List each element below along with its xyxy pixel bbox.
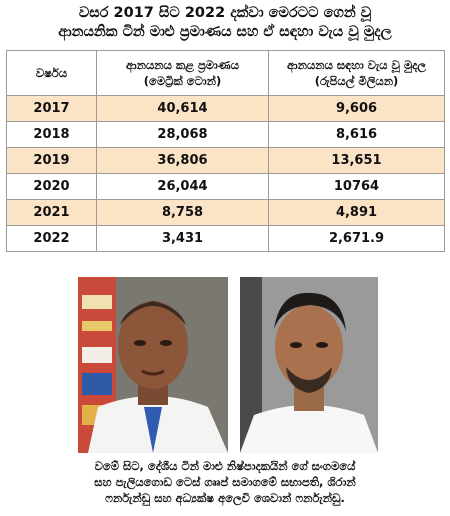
cell-quantity: 3,431 <box>96 225 269 252</box>
photo-caption: වමේ සිට, දේශීය ටින් මාළු නිෂ්පාදකයින් ගේ… <box>0 458 450 506</box>
cell-quantity: 36,806 <box>96 147 269 174</box>
cell-value: 13,651 <box>268 147 445 174</box>
cell-value: 2,671.9 <box>268 225 445 252</box>
title-line-1: වසර 2017 සිට 2022 දක්වා මෙරටට ගෙන් වූ <box>78 5 372 21</box>
cell-year: 2022 <box>6 225 97 252</box>
caption-line-1: වමේ සිට, දේශීය ටින් මාළු නිෂ්පාදකයින් ගේ… <box>94 459 356 473</box>
table-row: 2019 36,806 13,651 <box>6 147 445 174</box>
caption-line-2: සහ පැලියගොඩ ටෙස් ගෲප් සමාගමේ සභාපති, ශිර… <box>94 475 356 489</box>
cell-year: 2018 <box>6 121 97 148</box>
portrait-left-illustration <box>78 277 228 453</box>
table-header-row: වර්ෂය ආනයනය කළ ප්‍රමාණය (මෙට්‍රික් ටොන්)… <box>6 50 445 96</box>
cell-quantity: 8,758 <box>96 199 269 226</box>
cell-value: 4,891 <box>268 199 445 226</box>
table-row: 2022 3,431 2,671.9 <box>6 225 445 252</box>
header-quantity: ආනයනය කළ ප්‍රමාණය (මෙට්‍රික් ටොන්) <box>96 50 269 96</box>
cell-year: 2020 <box>6 173 97 200</box>
cell-value: 8,616 <box>268 121 445 148</box>
cell-value: 10764 <box>268 173 445 200</box>
portrait-photo-left <box>78 277 228 453</box>
caption-line-3: ෆර්නැන්ඩු සහ අධ්‍යක්ෂ අලෙවි ශෙවාන් ෆර්නැ… <box>105 491 345 505</box>
page-title: වසර 2017 සිට 2022 දක්වා මෙරටට ගෙන් වූ ආන… <box>0 4 450 42</box>
cell-year: 2019 <box>6 147 97 174</box>
table-row: 2018 28,068 8,616 <box>6 121 445 148</box>
cell-value: 9,606 <box>268 95 445 122</box>
cell-year: 2017 <box>6 95 97 122</box>
portrait-photos <box>78 277 378 453</box>
header-year: වර්ෂය <box>6 50 97 96</box>
cell-year: 2021 <box>6 199 97 226</box>
table-row: 2020 26,044 10764 <box>6 173 445 200</box>
table-row: 2017 40,614 9,606 <box>6 95 445 122</box>
import-table: වර්ෂය ආනයනය කළ ප්‍රමාණය (මෙට්‍රික් ටොන්)… <box>6 50 445 252</box>
cell-quantity: 26,044 <box>96 173 269 200</box>
title-line-2: ආනයනික ටින් මාළු ප්‍රමාණය සහ ඒ සඳහා වැය … <box>58 24 392 40</box>
portrait-photo-right <box>240 277 378 453</box>
cell-quantity: 40,614 <box>96 95 269 122</box>
cell-quantity: 28,068 <box>96 121 269 148</box>
portrait-right-illustration <box>240 277 378 453</box>
import-table-container: වර්ෂය ආනයනය කළ ප්‍රමාණය (මෙට්‍රික් ටොන්)… <box>6 50 445 252</box>
table-row: 2021 8,758 4,891 <box>6 199 445 226</box>
header-value: ආනයනය සඳහා වැය වූ මුදල (රුපියල් මිලියන) <box>268 50 445 96</box>
